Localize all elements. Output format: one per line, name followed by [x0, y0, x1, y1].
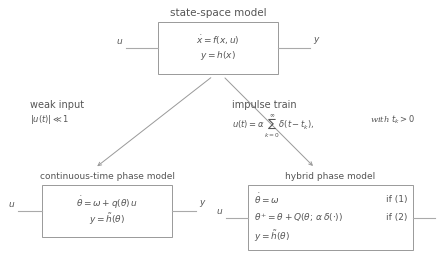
Text: with $t_k > 0$: with $t_k > 0$	[370, 113, 415, 126]
Text: hybrid phase model: hybrid phase model	[285, 172, 376, 181]
Text: $u$: $u$	[116, 37, 123, 46]
Text: $u(t) = \alpha\, \sum_{k=0}^{\infty} \delta(t - t_k),$: $u(t) = \alpha\, \sum_{k=0}^{\infty} \de…	[232, 113, 315, 140]
Text: weak input: weak input	[30, 100, 84, 110]
Text: $\dot{\theta} = \omega + q(\theta)\, u$: $\dot{\theta} = \omega + q(\theta)\, u$	[76, 195, 138, 211]
Text: $\dot{\theta} = \omega$: $\dot{\theta} = \omega$	[254, 192, 280, 206]
Text: $u$: $u$	[216, 206, 223, 215]
Bar	[158, 22, 278, 74]
Text: if (2): if (2)	[385, 213, 407, 222]
Text: $y = h(x)$: $y = h(x)$	[200, 50, 236, 63]
Text: $u$: $u$	[8, 200, 15, 209]
Bar	[42, 185, 172, 237]
Text: impulse train: impulse train	[232, 100, 297, 110]
Bar	[248, 185, 413, 250]
Text: $|u(t)| \ll 1$: $|u(t)| \ll 1$	[30, 113, 69, 126]
Text: $y = \tilde{h}(\theta)$: $y = \tilde{h}(\theta)$	[254, 228, 290, 244]
Text: $\theta^{+} = \theta + Q(\theta;\, \alpha\, \delta(\cdot))$: $\theta^{+} = \theta + Q(\theta;\, \alph…	[254, 211, 343, 224]
Text: continuous-time phase model: continuous-time phase model	[39, 172, 174, 181]
Text: state-space model: state-space model	[170, 8, 266, 18]
Text: $y$: $y$	[313, 35, 321, 46]
Text: $y = \tilde{h}(\theta)$: $y = \tilde{h}(\theta)$	[89, 211, 125, 227]
Text: if (1): if (1)	[385, 195, 407, 204]
Text: $y$: $y$	[199, 198, 207, 209]
Text: $\dot{x} = f(x, u)$: $\dot{x} = f(x, u)$	[196, 33, 240, 46]
